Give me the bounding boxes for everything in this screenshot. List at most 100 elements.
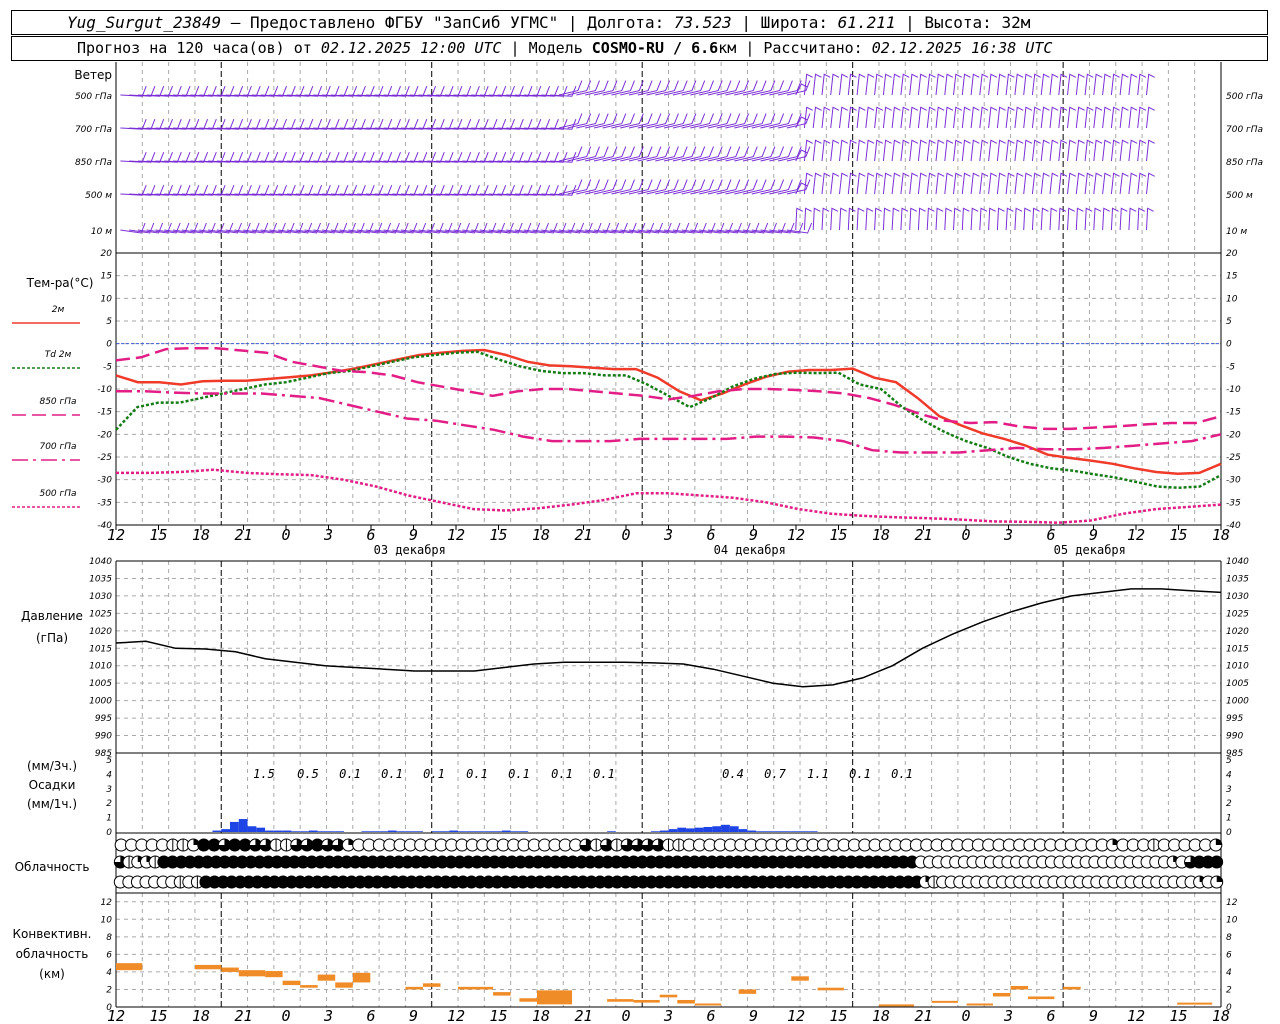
wind-barb [812, 207, 821, 231]
wind-barb [961, 139, 971, 162]
wind-barb [1040, 73, 1050, 96]
wind-level-label: 10 м [91, 227, 112, 237]
wind-barb [821, 106, 831, 129]
time-tick-label: 21 [234, 526, 252, 544]
wind-barb [199, 222, 225, 234]
wind-barb [672, 222, 699, 234]
time-tick-label-bottom: 6 [366, 1007, 375, 1024]
wind-barb [1119, 73, 1129, 96]
temp-tick-right: 20 [1226, 249, 1238, 259]
precip-bar [396, 831, 406, 832]
wind-barb [856, 106, 866, 129]
wind-barb [830, 106, 840, 129]
precip-bar [449, 830, 459, 832]
precip-tick-left: 3 [106, 785, 112, 795]
wind-barb [716, 222, 742, 234]
lat-value: 61.211 [837, 13, 896, 32]
time-tick-label: 21 [914, 526, 932, 544]
wind-barb [1093, 73, 1103, 96]
wind-barb [348, 119, 375, 130]
wind-barb [593, 222, 620, 234]
wind-barb [786, 222, 813, 234]
cloud-cover-three-quarter [249, 839, 262, 852]
temp-tick-right: -5 [1226, 362, 1235, 372]
pressure-tick-left: 1025 [89, 609, 112, 619]
wind-barb [348, 152, 375, 163]
wind-barb [628, 146, 653, 162]
wind-barb [751, 113, 776, 129]
convective-bar [493, 992, 511, 996]
cloud-cover-half [1215, 839, 1222, 845]
wind-title: Ветер [74, 68, 112, 82]
wind-barb [1128, 207, 1137, 231]
time-tick-label: 12 [787, 526, 805, 544]
wind-barb [1014, 73, 1024, 96]
temp-tick-right: 15 [1226, 272, 1238, 282]
wind-barb [891, 172, 901, 195]
wind-barb [769, 146, 793, 162]
time-tick-label-bottom: 3 [323, 1007, 333, 1024]
wind-barb [699, 179, 723, 195]
wind-barb [628, 80, 653, 96]
wind-barb [374, 86, 401, 97]
time-tick-label: 9 [409, 526, 418, 544]
wind-barb [611, 146, 635, 162]
wind-barb [1049, 73, 1059, 96]
wind-barb [970, 73, 980, 96]
pressure-tick-left: 1010 [89, 662, 112, 672]
wind-barb [681, 80, 706, 96]
pressure-tick-right: 1015 [1226, 644, 1249, 654]
wind-barb [479, 86, 507, 97]
temp-tick-left: -25 [97, 453, 112, 463]
wind-barb [1128, 73, 1138, 96]
wind-barb [786, 113, 811, 129]
wind-barb [1058, 207, 1067, 231]
wind-barb [1049, 106, 1059, 129]
precip-bar [300, 831, 309, 832]
wind-barb [874, 139, 884, 162]
wind-barb [882, 73, 892, 96]
wind-barb [1049, 172, 1059, 195]
precip-bar [431, 831, 441, 832]
wind-barb [137, 152, 165, 163]
wind-barb [1067, 172, 1077, 195]
wind-barb [812, 73, 822, 96]
wind-barb [681, 179, 706, 195]
wind-barb [593, 80, 618, 96]
wind-barb [1014, 172, 1024, 195]
wind-barb [1075, 172, 1085, 195]
wind-barb [944, 106, 954, 129]
wind-barb [1084, 172, 1094, 195]
wind-level-label-right: 500 м [1226, 191, 1253, 201]
pressure-tick-right: 990 [1226, 732, 1243, 742]
precip-bar [256, 827, 266, 832]
wind-level-label: 500 м [85, 191, 112, 201]
wind-barb [1110, 73, 1120, 96]
forecast-time: 02.12.2025 12:00 UTC [320, 39, 502, 57]
temp-tick-right: 10 [1226, 294, 1238, 304]
calc-label: Рассчитано: [763, 39, 863, 57]
precip-bar [212, 830, 222, 832]
wind-barb [365, 222, 392, 234]
wind-barb [839, 73, 849, 96]
wind-barb [865, 106, 875, 129]
wind-barb [760, 179, 785, 195]
wind-barb [602, 146, 627, 162]
wind-barb [821, 73, 831, 96]
wind-barb [620, 80, 644, 96]
time-tick-label-bottom: 21 [914, 1007, 932, 1024]
precip-bar [379, 831, 388, 832]
wind-barb [1014, 139, 1024, 162]
temp-tick-left: 5 [106, 317, 112, 327]
temp-tick-right: -20 [1226, 430, 1241, 440]
wind-barb [909, 73, 919, 96]
wind-barb [891, 73, 901, 96]
cloud-cover-three-quarter [641, 839, 654, 852]
time-tick-label-bottom: 6 [1046, 1007, 1055, 1024]
wind-barb [996, 207, 1005, 231]
wind-barb [874, 172, 884, 195]
precip-bar [238, 819, 248, 832]
wind-barb [865, 172, 875, 195]
wind-barb [655, 222, 681, 234]
